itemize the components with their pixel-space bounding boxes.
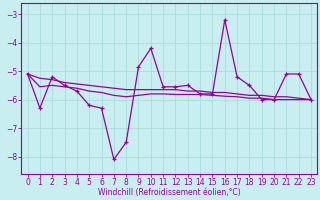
- X-axis label: Windchill (Refroidissement éolien,°C): Windchill (Refroidissement éolien,°C): [98, 188, 241, 197]
